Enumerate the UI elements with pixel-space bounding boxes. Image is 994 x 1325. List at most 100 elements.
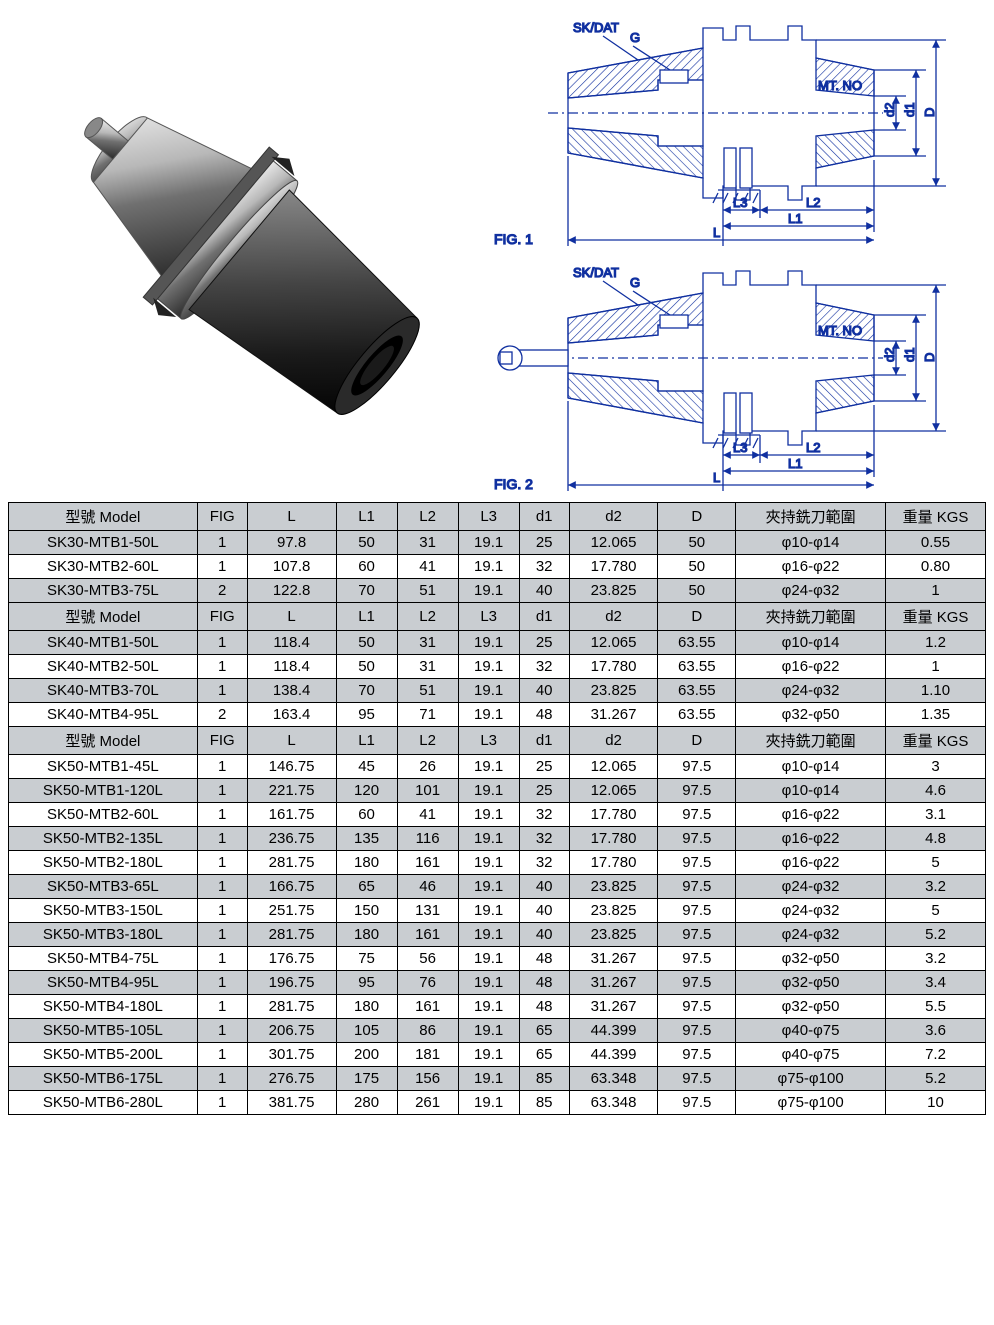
- cell: 41: [397, 803, 458, 827]
- cell: 3.4: [886, 971, 986, 995]
- cell: 2: [197, 703, 247, 727]
- dim-D: D: [922, 108, 937, 117]
- cell: 44.399: [569, 1019, 658, 1043]
- cell: 180: [336, 851, 397, 875]
- cell: 76: [397, 971, 458, 995]
- cell: 56: [397, 947, 458, 971]
- cell: 40: [519, 875, 569, 899]
- cell: 60: [336, 803, 397, 827]
- table-row: SK30-MTB3-75L2122.8705119.14023.82550φ24…: [9, 579, 986, 603]
- header-cell: d2: [569, 503, 658, 531]
- cell: 32: [519, 827, 569, 851]
- cell: 50: [658, 579, 736, 603]
- cell: φ32-φ50: [736, 703, 886, 727]
- cell: SK30-MTB3-75L: [9, 579, 198, 603]
- cell: 97.5: [658, 851, 736, 875]
- cell: 1: [197, 923, 247, 947]
- cell: SK40-MTB4-95L: [9, 703, 198, 727]
- dim-L1: L1: [788, 211, 802, 226]
- cell: 51: [397, 679, 458, 703]
- cell: 17.780: [569, 655, 658, 679]
- cell: φ10-φ14: [736, 531, 886, 555]
- cell: 97.5: [658, 995, 736, 1019]
- cell: φ24-φ32: [736, 579, 886, 603]
- cell: 17.780: [569, 827, 658, 851]
- svg-text:L2: L2: [806, 440, 820, 455]
- cell: 97.5: [658, 827, 736, 851]
- cell: 1: [197, 679, 247, 703]
- cell: 23.825: [569, 899, 658, 923]
- cell: 180: [336, 995, 397, 1019]
- cell: 31: [397, 655, 458, 679]
- header-cell: 型號 Model: [9, 727, 198, 755]
- table-row: SK50-MTB6-280L1381.7528026119.18563.3489…: [9, 1091, 986, 1115]
- cell: 0.80: [886, 555, 986, 579]
- cell: 63.348: [569, 1067, 658, 1091]
- svg-text:L: L: [713, 470, 720, 485]
- header-cell: 夾持銑刀範圍: [736, 603, 886, 631]
- cell: 1: [197, 971, 247, 995]
- table-row: SK50-MTB3-150L1251.7515013119.14023.8259…: [9, 899, 986, 923]
- cell: 281.75: [247, 995, 336, 1019]
- table-row: SK40-MTB2-50L1118.4503119.13217.78063.55…: [9, 655, 986, 679]
- table-row: SK40-MTB1-50L1118.4503119.12512.06563.55…: [9, 631, 986, 655]
- cell: 23.825: [569, 579, 658, 603]
- cell: 166.75: [247, 875, 336, 899]
- cell: 31.267: [569, 703, 658, 727]
- cell: 1: [197, 803, 247, 827]
- cell: 161: [397, 923, 458, 947]
- top-figures: SK/DAT G MT. NO d2 d1 D: [8, 8, 986, 498]
- cell: 0.55: [886, 531, 986, 555]
- header-cell: L: [247, 603, 336, 631]
- cell: 95: [336, 971, 397, 995]
- cell: 23.825: [569, 679, 658, 703]
- cell: SK50-MTB3-180L: [9, 923, 198, 947]
- cell: 180: [336, 923, 397, 947]
- cell: SK50-MTB1-45L: [9, 755, 198, 779]
- cell: 1: [197, 655, 247, 679]
- cell: 3.1: [886, 803, 986, 827]
- cell: 23.825: [569, 923, 658, 947]
- cell: 25: [519, 631, 569, 655]
- cell: 261: [397, 1091, 458, 1115]
- cell: SK40-MTB3-70L: [9, 679, 198, 703]
- cell: 71: [397, 703, 458, 727]
- cell: 19.1: [458, 995, 519, 1019]
- header-cell: d2: [569, 727, 658, 755]
- cell: 17.780: [569, 803, 658, 827]
- label-g: G: [630, 30, 640, 45]
- cell: 97.5: [658, 923, 736, 947]
- fig2-label: FIG. 2: [494, 476, 533, 492]
- label-g2: G: [630, 275, 640, 290]
- cell: 163.4: [247, 703, 336, 727]
- cell: φ32-φ50: [736, 995, 886, 1019]
- table-row: SK50-MTB4-180L1281.7518016119.14831.2679…: [9, 995, 986, 1019]
- cell: 116: [397, 827, 458, 851]
- cell: 19.1: [458, 851, 519, 875]
- cell: 70: [336, 579, 397, 603]
- cell: 75: [336, 947, 397, 971]
- cell: 19.1: [458, 655, 519, 679]
- cell: 32: [519, 655, 569, 679]
- cell: 206.75: [247, 1019, 336, 1043]
- cell: φ16-φ22: [736, 827, 886, 851]
- svg-text:L3: L3: [733, 440, 747, 455]
- cell: 138.4: [247, 679, 336, 703]
- cell: 31.267: [569, 947, 658, 971]
- cell: 86: [397, 1019, 458, 1043]
- header-cell: 夾持銑刀範圍: [736, 727, 886, 755]
- cell: 32: [519, 555, 569, 579]
- cell: 19.1: [458, 631, 519, 655]
- cell: 65: [336, 875, 397, 899]
- cell: 1.10: [886, 679, 986, 703]
- table-header: 型號 ModelFIGLL1L2L3d1d2D夾持銑刀範圍重量 KGS: [9, 603, 986, 631]
- cell: 44.399: [569, 1043, 658, 1067]
- cell: 48: [519, 947, 569, 971]
- label-mtno: MT. NO: [818, 78, 862, 93]
- cell: 1: [197, 827, 247, 851]
- cell: 17.780: [569, 555, 658, 579]
- cell: SK50-MTB6-280L: [9, 1091, 198, 1115]
- cell: 31: [397, 631, 458, 655]
- cell: 63.55: [658, 631, 736, 655]
- cell: 1: [197, 1067, 247, 1091]
